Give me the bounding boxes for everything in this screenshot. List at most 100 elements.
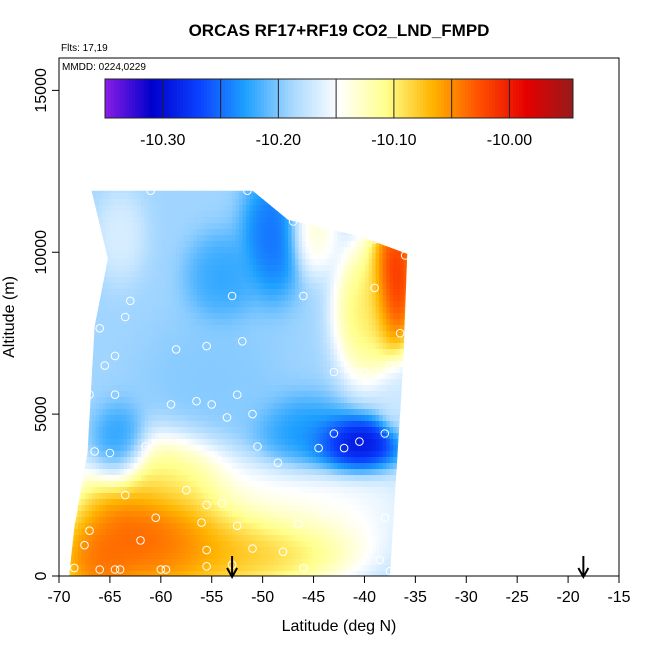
heatmap-cell (221, 349, 226, 356)
heatmap-cell (253, 403, 258, 410)
heatmap-cell (239, 385, 244, 392)
heatmap-cell (309, 475, 314, 482)
heatmap-cell (260, 241, 265, 248)
heatmap-cell (148, 445, 153, 452)
heatmap-cell (162, 553, 167, 560)
heatmap-cell (235, 571, 240, 576)
heatmap-cell (165, 361, 170, 368)
heatmap-cell (295, 289, 300, 296)
heatmap-cell (218, 229, 223, 236)
heatmap-cell (309, 481, 314, 488)
heatmap-cell (326, 277, 331, 284)
heatmap-cell (246, 475, 251, 482)
heatmap-cell (305, 301, 310, 308)
heatmap-cell (274, 367, 279, 374)
heatmap-cell (165, 559, 170, 566)
heatmap-cell (88, 517, 93, 524)
heatmap-cell (186, 229, 191, 236)
heatmap-cell (211, 313, 216, 320)
heatmap-cell (158, 205, 163, 212)
heatmap-cell (270, 253, 275, 260)
heatmap-cell (295, 301, 300, 308)
heatmap-cell (99, 313, 104, 320)
heatmap-cell (218, 529, 223, 536)
heatmap-cell (190, 319, 195, 326)
heatmap-cell (214, 325, 219, 332)
heatmap-cell (183, 367, 188, 374)
heatmap-cell (176, 493, 181, 500)
heatmap-cell (120, 469, 125, 476)
heatmap-cell (242, 517, 247, 524)
heatmap-cell (323, 265, 328, 272)
heatmap-cell (263, 487, 268, 494)
heatmap-cell (197, 571, 202, 576)
heatmap-cell (162, 337, 167, 344)
heatmap-cell (228, 223, 233, 230)
heatmap-cell (298, 403, 303, 410)
heatmap-cell (200, 553, 205, 560)
heatmap-cell (120, 529, 125, 536)
heatmap-cell (295, 253, 300, 260)
heatmap-cell (288, 487, 293, 494)
heatmap-cell (193, 559, 198, 566)
heatmap-cell (92, 427, 97, 434)
heatmap-cell (207, 190, 212, 194)
heatmap-cell (284, 271, 289, 278)
heatmap-cell (291, 313, 296, 320)
heatmap-cell (81, 481, 86, 488)
heatmap-cell (99, 349, 104, 356)
heatmap-cell (207, 391, 212, 398)
heatmap-cell (284, 241, 289, 248)
heatmap-cell (200, 481, 205, 488)
heatmap-cell (95, 379, 100, 386)
heatmap-cell (305, 343, 310, 350)
heatmap-cell (221, 469, 226, 476)
heatmap-cell (274, 523, 279, 530)
heatmap-cell (190, 199, 195, 206)
heatmap-cell (214, 571, 219, 576)
heatmap-cell (228, 541, 233, 548)
heatmap-cell (155, 499, 160, 506)
heatmap-cell (253, 517, 258, 524)
heatmap-cell (256, 193, 261, 200)
heatmap-cell (221, 511, 226, 518)
heatmap-cell (319, 451, 324, 458)
heatmap-cell (249, 265, 254, 272)
heatmap-cell (239, 505, 244, 512)
heatmap-cell (291, 457, 296, 464)
heatmap-cell (144, 199, 149, 206)
heatmap-cell (221, 481, 226, 488)
heatmap-cell (130, 355, 135, 362)
heatmap-cell (200, 265, 205, 272)
heatmap-cell (176, 289, 181, 296)
heatmap-cell (190, 511, 195, 518)
heatmap-cell (270, 565, 275, 572)
heatmap-cell (263, 361, 268, 368)
heatmap-cell (134, 421, 139, 428)
heatmap-cell (256, 259, 261, 266)
heatmap-cell (249, 361, 254, 368)
heatmap-cell (298, 385, 303, 392)
heatmap-cell (144, 511, 149, 518)
heatmap-cell (92, 373, 97, 380)
heatmap-cell (186, 265, 191, 272)
heatmap-cell (235, 403, 240, 410)
heatmap-cell (270, 475, 275, 482)
heatmap-cell (162, 403, 167, 410)
heatmap-cell (260, 523, 265, 530)
heatmap-cell (204, 517, 209, 524)
heatmap-cell (141, 505, 146, 512)
heatmap-cell (263, 379, 268, 386)
heatmap-cell (120, 277, 125, 284)
heatmap-cell (130, 319, 135, 326)
heatmap-cell (113, 343, 118, 350)
heatmap-cell (134, 487, 139, 494)
heatmap-cell (267, 427, 272, 434)
heatmap-cell (302, 271, 307, 278)
heatmap-cell (169, 565, 174, 572)
heatmap-cell (288, 565, 293, 572)
heatmap-cell (151, 190, 156, 194)
heatmap-cell (235, 235, 240, 242)
heatmap-cell (204, 523, 209, 530)
heatmap-cell (281, 439, 286, 446)
